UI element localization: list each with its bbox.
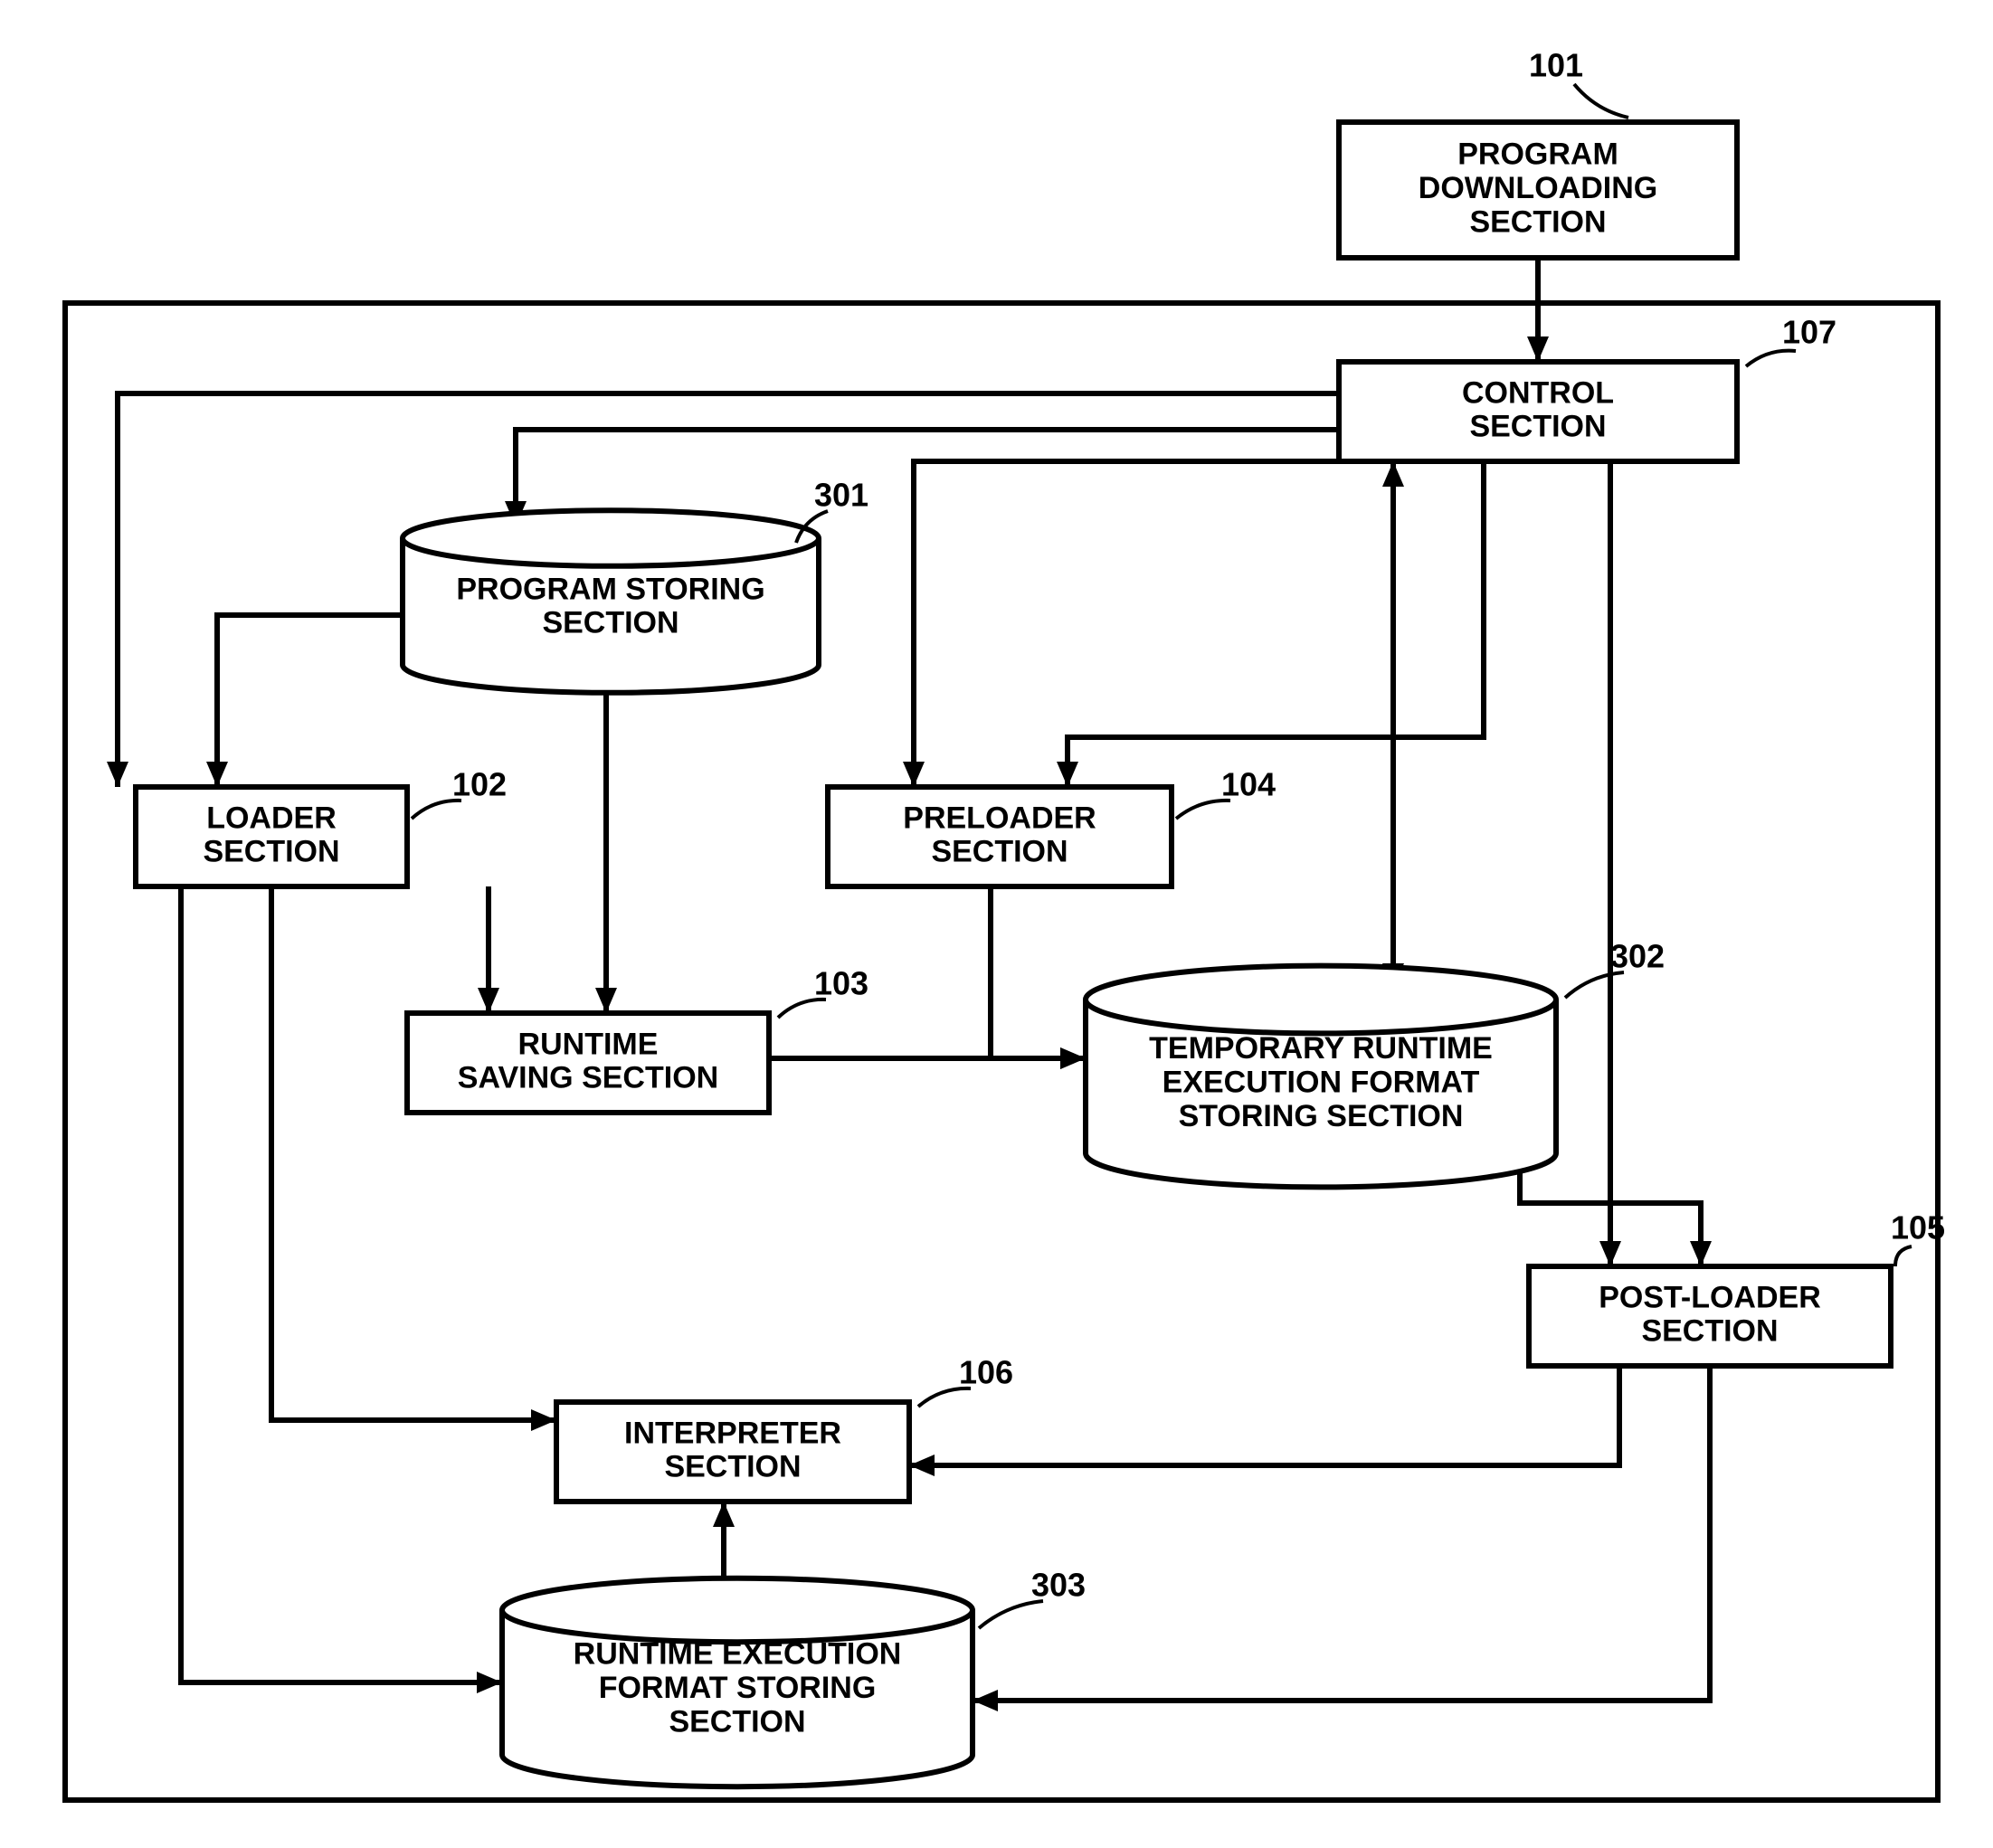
svg-text:PROGRAM: PROGRAM — [1457, 137, 1618, 172]
svg-text:SECTION: SECTION — [1641, 1314, 1778, 1349]
svg-text:SECTION: SECTION — [203, 835, 339, 869]
svg-text:SECTION: SECTION — [931, 835, 1068, 869]
svg-text:SECTION: SECTION — [669, 1704, 805, 1739]
svg-text:LOADER: LOADER — [206, 801, 337, 835]
svg-text:CONTROL: CONTROL — [1462, 375, 1614, 410]
svg-text:105: 105 — [1891, 1209, 1945, 1246]
svg-text:POST-LOADER: POST-LOADER — [1599, 1280, 1821, 1314]
svg-text:SECTION: SECTION — [1469, 204, 1606, 239]
svg-text:106: 106 — [959, 1354, 1013, 1391]
svg-text:302: 302 — [1610, 938, 1665, 975]
svg-text:EXECUTION FORMAT: EXECUTION FORMAT — [1163, 1065, 1480, 1099]
svg-text:DOWNLOADING: DOWNLOADING — [1419, 171, 1657, 205]
svg-text:303: 303 — [1031, 1567, 1086, 1604]
diagram-root: PROGRAMDOWNLOADINGSECTIONCONTROLSECTIONP… — [0, 0, 1993, 1848]
svg-text:TEMPORARY RUNTIME: TEMPORARY RUNTIME — [1149, 1031, 1493, 1066]
svg-text:RUNTIME EXECUTION: RUNTIME EXECUTION — [574, 1637, 902, 1672]
svg-text:STORING SECTION: STORING SECTION — [1179, 1099, 1464, 1133]
svg-text:SECTION: SECTION — [664, 1450, 801, 1484]
svg-text:301: 301 — [814, 477, 868, 514]
svg-text:SECTION: SECTION — [1469, 410, 1606, 444]
svg-text:PRELOADER: PRELOADER — [903, 801, 1096, 835]
svg-text:SAVING SECTION: SAVING SECTION — [458, 1061, 718, 1095]
svg-text:RUNTIME: RUNTIME — [518, 1027, 659, 1061]
svg-text:PROGRAM STORING: PROGRAM STORING — [456, 572, 764, 606]
svg-text:102: 102 — [452, 766, 507, 803]
svg-text:FORMAT STORING: FORMAT STORING — [599, 1671, 877, 1705]
svg-text:104: 104 — [1221, 766, 1276, 803]
svg-text:101: 101 — [1529, 47, 1583, 84]
svg-text:SECTION: SECTION — [542, 606, 679, 640]
svg-text:INTERPRETER: INTERPRETER — [624, 1416, 841, 1450]
svg-text:103: 103 — [814, 965, 868, 1002]
svg-text:107: 107 — [1782, 314, 1836, 351]
